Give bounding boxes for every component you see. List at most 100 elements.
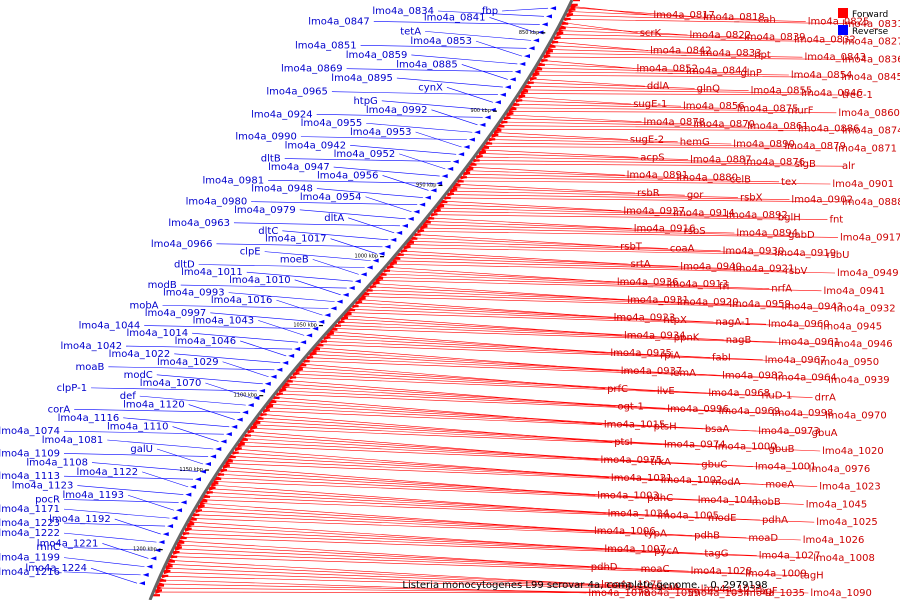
- reverse-gene-label[interactable]: lmo4a_0953: [350, 127, 412, 138]
- forward-gene-label[interactable]: lmo4a_1007: [604, 544, 666, 555]
- forward-gene-label[interactable]: lmo4a_0854: [791, 70, 853, 81]
- forward-gene-label[interactable]: lmo4a_0886: [798, 123, 860, 134]
- forward-gene-label[interactable]: hemG: [680, 137, 710, 148]
- forward-gene-label[interactable]: lmo4a_0919: [775, 248, 837, 259]
- reverse-gene-label[interactable]: lmo4a_1081: [42, 435, 104, 446]
- forward-gene-label[interactable]: lmo4a_0876: [744, 157, 806, 168]
- forward-gene-label[interactable]: lmo4a_1026: [803, 535, 865, 546]
- reverse-gene-label[interactable]: rnhC: [36, 542, 60, 553]
- forward-gene-label[interactable]: lmo4a_0960: [768, 319, 830, 330]
- forward-gene-label[interactable]: lmo4a_0836: [842, 54, 900, 65]
- forward-gene-label[interactable]: bsaA: [705, 424, 730, 435]
- forward-gene-label[interactable]: typA: [644, 528, 667, 539]
- forward-gene-label[interactable]: lmo4a_0846: [801, 88, 863, 99]
- reverse-gene-label[interactable]: lmo4a_0885: [396, 59, 458, 70]
- forward-gene-label[interactable]: tagH: [800, 571, 824, 582]
- forward-gene-label[interactable]: lmo4a_0860: [838, 108, 900, 119]
- forward-gene-label[interactable]: srtA: [631, 259, 651, 270]
- reverse-gene-label[interactable]: lmo4a_1011: [181, 267, 243, 278]
- forward-gene-label[interactable]: sigB: [795, 159, 816, 170]
- forward-gene-label[interactable]: lmo4a_1041: [698, 495, 760, 506]
- forward-gene-label[interactable]: lmo4a_0894: [736, 228, 798, 239]
- forward-gene-label[interactable]: lmo4a_0888: [842, 197, 900, 208]
- reverse-gene-label[interactable]: lmo4a_0847: [308, 16, 370, 27]
- forward-gene-label[interactable]: rluD-1: [761, 390, 792, 401]
- reverse-gene-label[interactable]: lmo4a_1193: [62, 490, 124, 501]
- forward-gene-label[interactable]: lmo4a_0923: [614, 313, 676, 324]
- forward-gene-label[interactable]: modE: [708, 513, 737, 524]
- reverse-gene-label[interactable]: lmo4a_0979: [234, 205, 296, 216]
- reverse-gene-label[interactable]: moeB: [280, 254, 309, 265]
- reverse-gene-label[interactable]: lmo4a_0942: [285, 140, 347, 151]
- forward-gene-label[interactable]: lmo4a_1035: [743, 588, 805, 599]
- forward-gene-label[interactable]: lmo4a_0913: [667, 279, 729, 290]
- forward-gene-label[interactable]: pdhC: [647, 493, 673, 504]
- forward-gene-label[interactable]: nagB: [726, 335, 752, 346]
- reverse-gene-label[interactable]: lmo4a_1010: [229, 275, 291, 286]
- reverse-gene-label[interactable]: dltB: [261, 154, 281, 165]
- reverse-gene-label[interactable]: lmo4a_0853: [410, 36, 472, 47]
- forward-gene-label[interactable]: lmo4a_0839: [744, 32, 806, 43]
- forward-gene-label[interactable]: trkA: [650, 457, 671, 468]
- forward-gene-label[interactable]: pdhB: [694, 531, 720, 542]
- reverse-gene-label[interactable]: lmo4a_0981: [203, 175, 265, 186]
- forward-gene-label[interactable]: ppnK: [674, 333, 700, 344]
- forward-gene-label[interactable]: lmo4a_0930: [723, 246, 785, 257]
- forward-gene-label[interactable]: lmo4a_1005: [657, 511, 719, 522]
- forward-gene-label[interactable]: nagA-1: [716, 317, 751, 328]
- forward-gene-label[interactable]: gbuA: [812, 428, 838, 439]
- forward-gene-label[interactable]: moaA: [651, 582, 680, 593]
- forward-gene-label[interactable]: ptsH: [654, 422, 677, 433]
- forward-gene-label[interactable]: lemA: [671, 368, 697, 379]
- forward-gene-label[interactable]: lmo4a_0844: [686, 66, 748, 77]
- reverse-gene-label[interactable]: lmo4a_0851: [295, 40, 357, 51]
- reverse-gene-label[interactable]: lmo4a_1070: [140, 378, 202, 389]
- forward-gene-label[interactable]: coaA: [670, 244, 695, 255]
- forward-gene-label[interactable]: lmo4a_0943: [782, 301, 844, 312]
- reverse-gene-label[interactable]: lmo4a_1042: [61, 341, 123, 352]
- reverse-gene-label[interactable]: dltC: [258, 226, 278, 237]
- forward-gene-label[interactable]: pycA: [654, 546, 679, 557]
- reverse-gene-label[interactable]: lmo4a_0963: [168, 218, 230, 229]
- forward-gene-label[interactable]: lmo4a_0959: [729, 299, 791, 310]
- reverse-gene-label[interactable]: lmo4a_0895: [331, 73, 393, 84]
- forward-gene-label[interactable]: lmo4a_0891: [627, 170, 689, 181]
- reverse-gene-label[interactable]: lmo4a_0869: [281, 64, 343, 75]
- forward-gene-label[interactable]: lmo4a_0855: [751, 86, 813, 97]
- forward-gene-label[interactable]: lmo4a_0852: [636, 63, 698, 74]
- reverse-gene-label[interactable]: lmo4a_1110: [107, 422, 169, 433]
- reverse-gene-label[interactable]: lmo4a_0997: [145, 308, 207, 319]
- forward-gene-label[interactable]: sugE-1: [633, 99, 667, 110]
- forward-gene-label[interactable]: lmo4a_1023: [819, 482, 881, 493]
- forward-gene-label[interactable]: rsbX: [740, 192, 763, 203]
- reverse-gene-label[interactable]: clpE: [240, 247, 261, 258]
- forward-gene-label[interactable]: lmo4a_0827: [842, 37, 900, 48]
- forward-gene-label[interactable]: ilvE: [657, 386, 675, 397]
- forward-gene-label[interactable]: lmo4a_0976: [809, 464, 871, 475]
- forward-gene-label[interactable]: lmo4a_0902: [791, 195, 853, 206]
- forward-gene-label[interactable]: lmo4a_0861: [747, 121, 809, 132]
- forward-gene-label[interactable]: lmo4a_1078: [588, 588, 650, 599]
- forward-gene-label[interactable]: lmo4a_0973: [758, 426, 820, 437]
- reverse-gene-label[interactable]: lmo4a_1109: [0, 448, 60, 459]
- forward-gene-label[interactable]: lmo4a_0843: [804, 52, 866, 63]
- reverse-gene-label[interactable]: lmo4a_1116: [58, 413, 120, 424]
- forward-gene-label[interactable]: ptsI: [614, 437, 632, 448]
- reverse-gene-label[interactable]: lmo4a_0980: [186, 197, 248, 208]
- forward-gene-label[interactable]: lmo4a_0875: [737, 103, 799, 114]
- forward-gene-label[interactable]: lmo4a_1027: [759, 551, 821, 562]
- forward-gene-label[interactable]: lmo4a_0833: [700, 48, 762, 59]
- forward-gene-label[interactable]: lmo4a_0927: [623, 206, 685, 217]
- forward-gene-label[interactable]: lmo4a_0822: [690, 30, 752, 41]
- forward-gene-label[interactable]: lmo4a_0970: [825, 410, 887, 421]
- forward-gene-label[interactable]: alr: [842, 161, 856, 172]
- forward-gene-label[interactable]: bglH: [778, 212, 801, 223]
- forward-gene-label[interactable]: lmo4a_0969: [719, 406, 781, 417]
- forward-gene-label[interactable]: tex: [781, 177, 797, 188]
- forward-gene-label[interactable]: lmo4a_0967: [765, 355, 827, 366]
- forward-gene-label[interactable]: lmo4a_1008: [813, 553, 875, 564]
- forward-gene-label[interactable]: acpS: [640, 152, 664, 163]
- forward-gene-label[interactable]: rsbR: [637, 188, 660, 199]
- forward-gene-label[interactable]: lmo4a_0964: [775, 373, 837, 384]
- reverse-gene-label[interactable]: lmo4a_1216: [0, 567, 60, 578]
